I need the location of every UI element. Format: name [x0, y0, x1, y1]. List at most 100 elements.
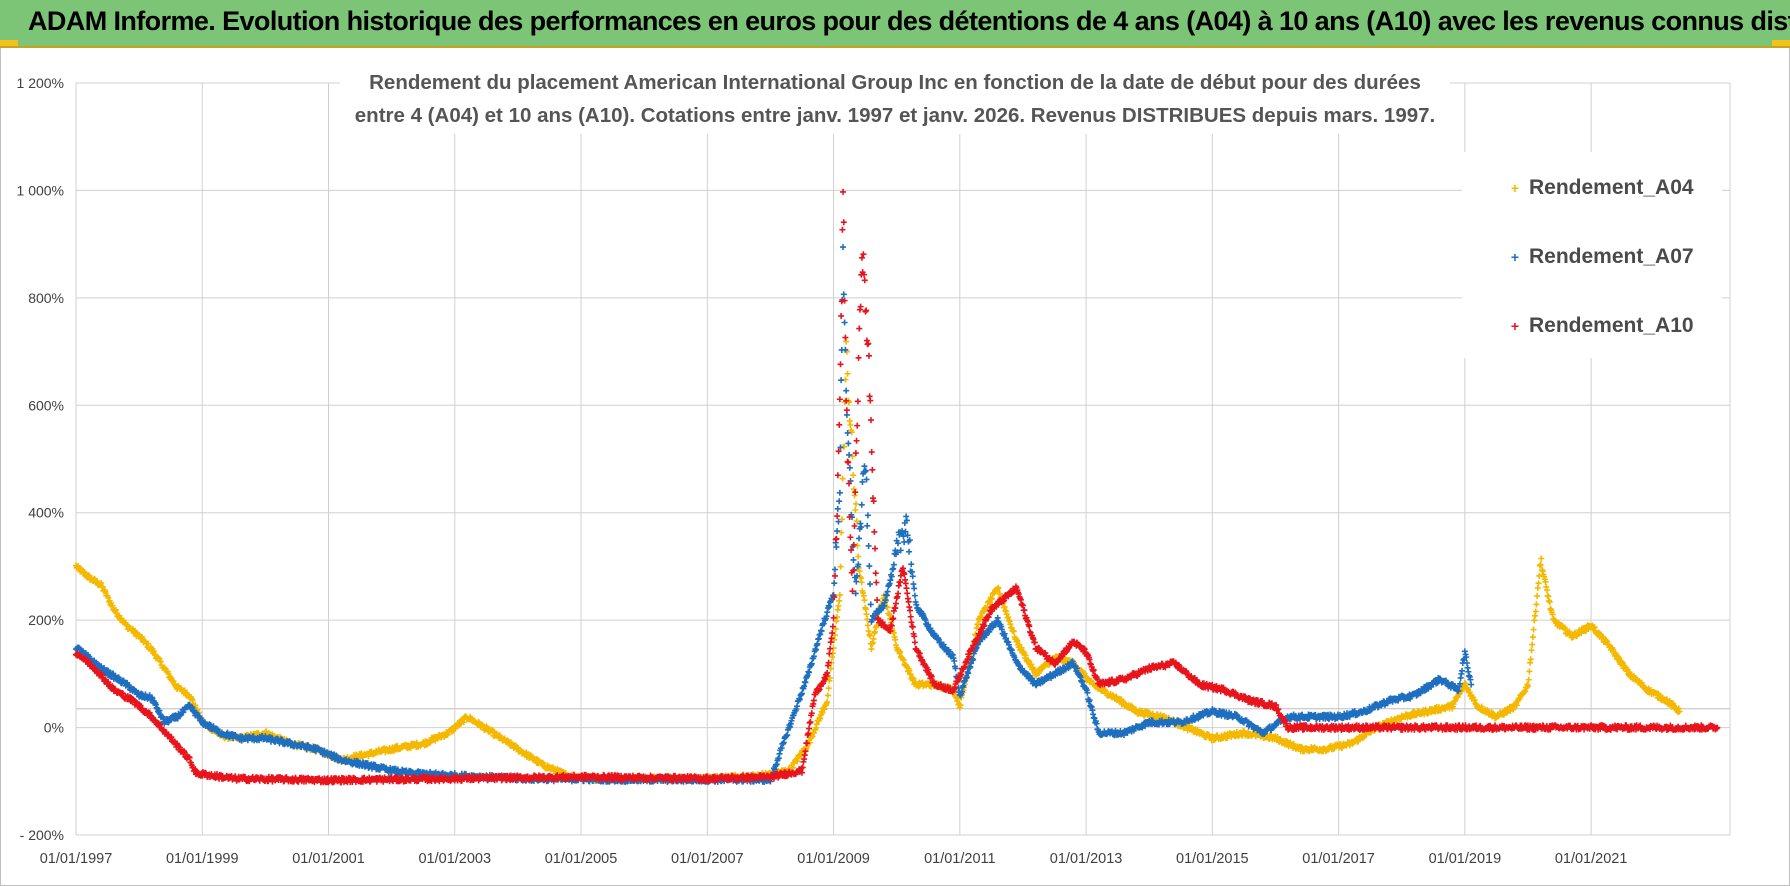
- data-point: [840, 291, 847, 298]
- data-point: [838, 516, 845, 523]
- header-title: ADAM Informe. Evolution historique des p…: [28, 6, 1790, 36]
- data-point: [1543, 587, 1550, 594]
- data-point: [840, 244, 847, 251]
- data-point: [1010, 628, 1017, 635]
- data-point: [867, 601, 874, 608]
- data-point: [834, 505, 841, 512]
- data-point: [867, 632, 874, 639]
- data-point: [833, 544, 840, 551]
- data-point: [1529, 641, 1536, 648]
- x-tick-label: 01/01/2003: [418, 851, 491, 867]
- data-point: [864, 512, 871, 519]
- data-point: [910, 675, 917, 682]
- data-point: [1536, 572, 1543, 579]
- data-point: [1600, 633, 1607, 640]
- data-point: [1028, 661, 1035, 668]
- data-point: [870, 635, 877, 642]
- data-point: [839, 475, 846, 482]
- data-point: [1527, 656, 1534, 663]
- data-point: [841, 319, 848, 326]
- data-point: [1526, 668, 1533, 675]
- data-point: [844, 370, 851, 377]
- x-tick-label: 01/01/2017: [1302, 851, 1375, 867]
- data-point: [911, 592, 918, 599]
- data-point: [849, 453, 856, 460]
- data-point: [1534, 593, 1541, 600]
- data-point: [836, 489, 843, 496]
- x-tick-label: 01/01/1999: [166, 851, 239, 867]
- data-point: [831, 580, 838, 587]
- data-point: [864, 622, 871, 629]
- data-point: [1530, 626, 1537, 633]
- y-tick-label: 1 000%: [17, 182, 64, 198]
- data-point: [1532, 608, 1539, 615]
- data-point: [858, 501, 865, 508]
- series-layer: [73, 188, 1721, 786]
- data-point: [831, 566, 838, 573]
- y-tick-label: - 200%: [20, 827, 64, 843]
- x-tick-label: 01/01/2019: [1429, 851, 1502, 867]
- data-point: [884, 604, 891, 611]
- data-point: [836, 498, 843, 505]
- data-point: [1528, 647, 1535, 654]
- data-point: [866, 563, 873, 570]
- x-tick-label: 01/01/2015: [1176, 851, 1249, 867]
- axis-layer: - 200%0%200%400%600%800%1 000%1 200%01/0…: [17, 75, 1628, 867]
- data-point: [824, 692, 831, 699]
- data-point: [954, 695, 961, 702]
- data-point: [853, 500, 860, 507]
- data-point: [838, 529, 845, 536]
- data-point: [1542, 578, 1549, 585]
- data-point: [1459, 667, 1466, 674]
- data-point: [836, 597, 843, 604]
- header-banner: ADAM Informe. Evolution historique des p…: [0, 0, 1790, 48]
- data-point: [986, 600, 993, 607]
- data-point: [846, 464, 853, 471]
- data-point: [864, 522, 871, 529]
- data-point: [995, 584, 1002, 591]
- data-point: [1533, 601, 1540, 608]
- data-point: [1535, 580, 1542, 587]
- x-tick-label: 01/01/2005: [545, 851, 618, 867]
- x-tick-label: 01/01/2001: [292, 851, 365, 867]
- data-point: [856, 568, 863, 575]
- data-point: [836, 592, 843, 599]
- data-point: [957, 702, 964, 709]
- y-tick-label: 200%: [28, 612, 64, 628]
- data-point: [858, 579, 865, 586]
- x-tick-label: 01/01/1997: [40, 851, 113, 867]
- data-point: [850, 556, 857, 563]
- data-point: [837, 563, 844, 570]
- x-tick-label: 01/01/2009: [797, 851, 870, 867]
- data-point: [868, 646, 875, 653]
- data-point: [1468, 681, 1475, 688]
- y-tick-label: 800%: [28, 290, 64, 306]
- data-point: [892, 636, 899, 643]
- data-point: [835, 602, 842, 609]
- data-point: [867, 581, 874, 588]
- data-point: [845, 440, 852, 447]
- data-point: [843, 387, 850, 394]
- y-tick-label: 400%: [28, 505, 64, 521]
- data-point: [848, 429, 855, 436]
- data-point: [908, 561, 915, 568]
- x-tick-label: 01/01/2013: [1050, 851, 1123, 867]
- data-point: [863, 611, 870, 618]
- banner-accent-left: [0, 40, 18, 46]
- y-tick-label: 0%: [44, 720, 64, 736]
- data-point: [850, 472, 857, 479]
- x-tick-label: 01/01/2011: [924, 851, 996, 867]
- data-point: [911, 585, 918, 592]
- data-point: [1546, 598, 1553, 605]
- data-point: [1537, 561, 1544, 568]
- x-tick-label: 01/01/2007: [671, 851, 744, 867]
- data-point: [1538, 555, 1545, 562]
- data-point: [1524, 683, 1531, 690]
- data-point: [856, 535, 863, 542]
- banner-accent-right: [1772, 40, 1790, 46]
- data-point: [865, 542, 872, 549]
- data-point: [827, 665, 834, 672]
- data-point: [1529, 634, 1536, 641]
- data-point: [824, 699, 831, 706]
